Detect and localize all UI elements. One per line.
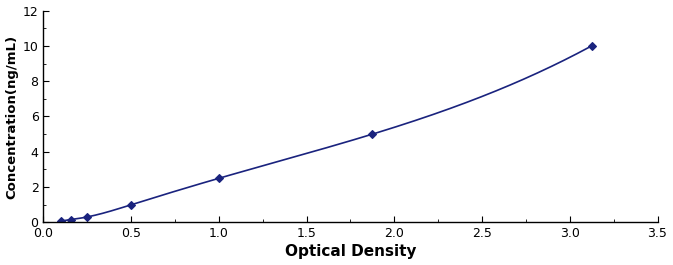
X-axis label: Optical Density: Optical Density xyxy=(285,244,416,259)
Y-axis label: Concentration(ng/mL): Concentration(ng/mL) xyxy=(5,34,19,198)
